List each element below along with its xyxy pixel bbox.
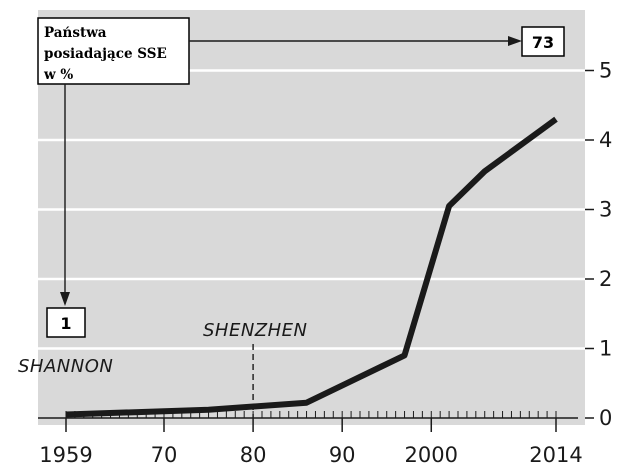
grid [38, 69, 585, 350]
x-tick-label: 2000 [405, 443, 458, 467]
callout-73: 73 [521, 26, 565, 57]
callout-1: 1 [46, 307, 86, 338]
arrow-right-head [508, 36, 522, 46]
x-tick-label: 70 [151, 443, 178, 467]
x-axis-labels: 1959 70 80 90 2000 2014 [39, 418, 583, 467]
callout-1-value: 1 [60, 314, 71, 333]
title-box-frame [37, 17, 190, 85]
y-axis-labels: 0 1 2 3 4 5 [585, 59, 612, 430]
shenzhen-label: SHENZHEN [203, 320, 308, 341]
shannon-label: SHANNON [18, 356, 113, 377]
y-tick-label: 4 [599, 128, 612, 152]
title-box: Państwa posiadające SSE w % [37, 17, 190, 85]
title-line-3: w % [43, 67, 73, 83]
y-tick-label: 1 [599, 337, 612, 361]
x-tick-label: 90 [329, 443, 356, 467]
y-tick-label: 3 [599, 198, 612, 222]
x-tick-label: 80 [240, 443, 267, 467]
x-tick-label: 2014 [529, 443, 582, 467]
x-tick-label: 1959 [39, 443, 92, 467]
arrow-down-head [60, 292, 70, 306]
callout-1-box [46, 307, 86, 338]
callout-73-box [521, 26, 565, 57]
title-line-1: Państwa [44, 25, 107, 41]
y-tick-label: 2 [599, 267, 612, 291]
y-tick-label: 5 [599, 59, 612, 83]
title-line-2: posiadające SSE [44, 46, 167, 62]
y-tick-label: 0 [599, 406, 612, 430]
series-line [65, 116, 558, 418]
callout-73-value: 73 [532, 33, 554, 52]
